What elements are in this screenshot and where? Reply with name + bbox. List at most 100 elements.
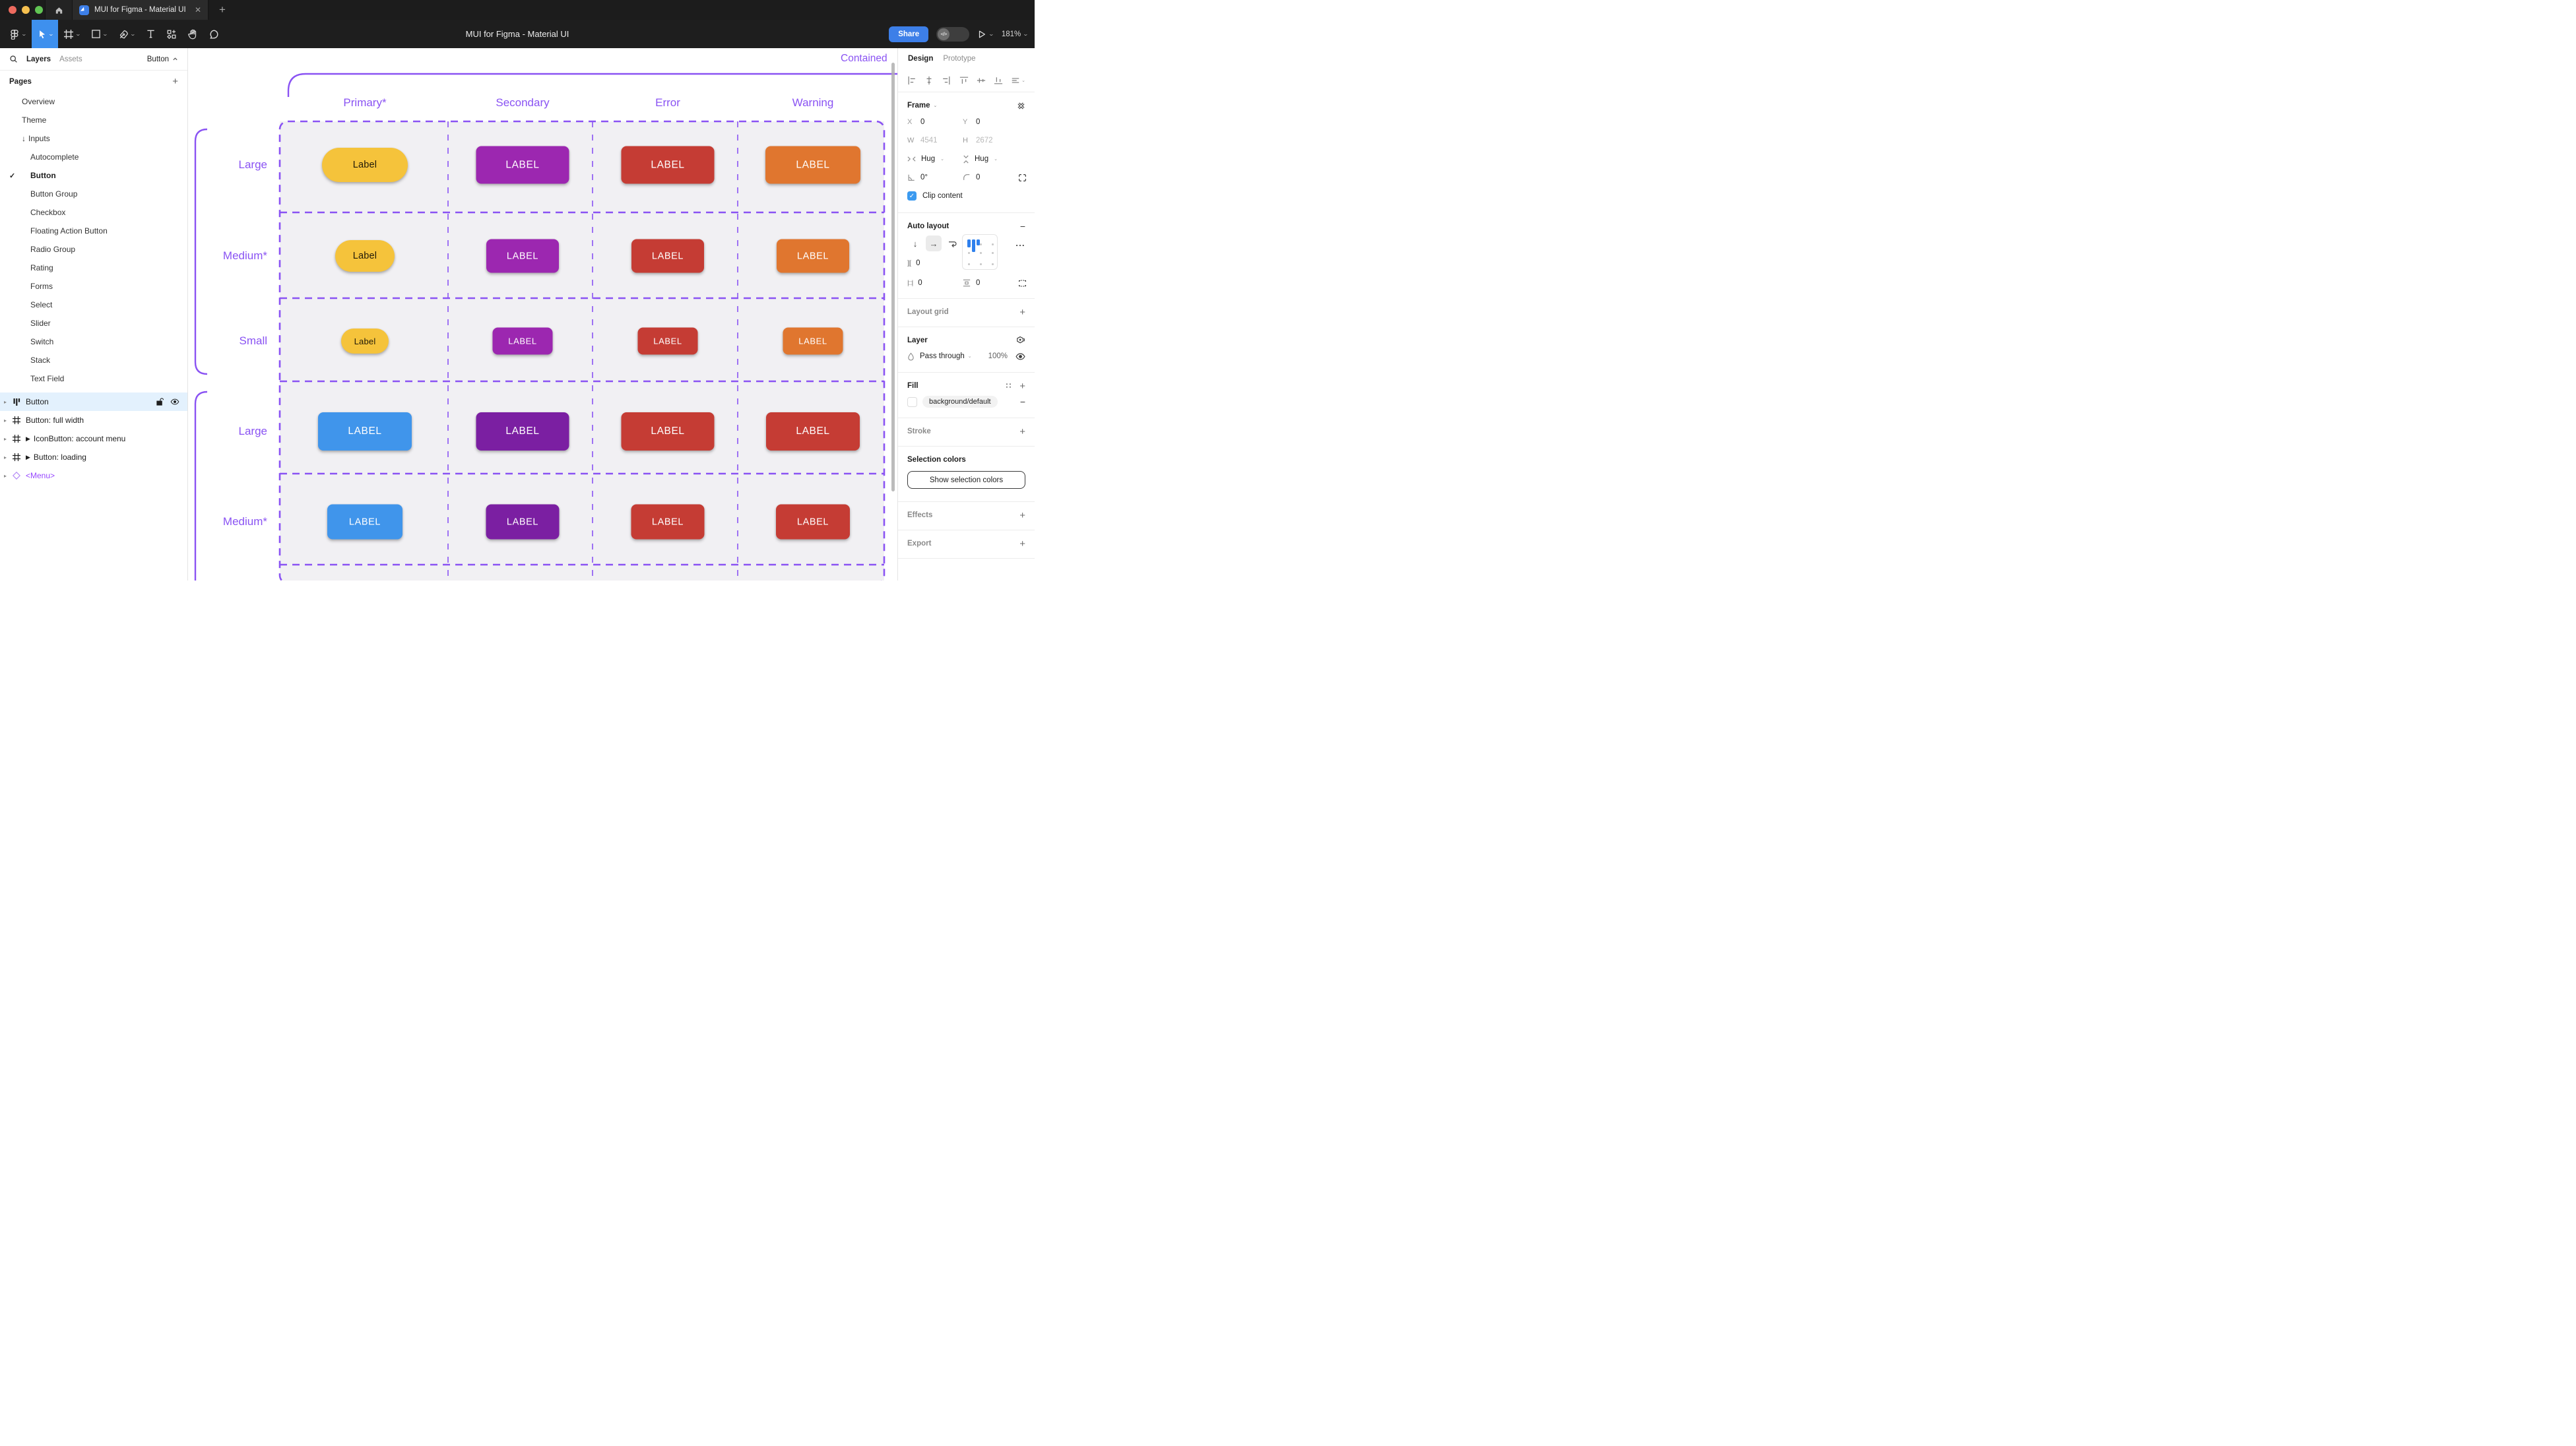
layer-row-button[interactable]: ▸ Button xyxy=(0,393,187,411)
layer-row-iconbutton-account-menu[interactable]: ▸ ▶ IconButton: account menu xyxy=(0,429,187,448)
vertical-sizing-dropdown[interactable]: Hug ⌄ xyxy=(963,155,1018,164)
horizontal-padding-field[interactable]: |□| 0 xyxy=(907,279,922,287)
sidebar-page-button[interactable]: ✓ Button xyxy=(0,166,187,185)
row-label-medium[interactable]: Medium* xyxy=(222,515,267,528)
move-tool-button[interactable]: ⌄ xyxy=(31,20,59,48)
opacity-field[interactable]: 100% xyxy=(988,352,1008,360)
layer-row-button-loading[interactable]: ▸ ▶ Button: loading xyxy=(0,448,187,466)
item-spacing-field[interactable]: ]|[ 0 xyxy=(907,259,920,267)
row-label-medium[interactable]: Medium* xyxy=(222,249,267,262)
clip-content-checkbox[interactable]: ✓ xyxy=(907,191,917,201)
comment-tool-button[interactable] xyxy=(203,20,224,48)
add-fill-button[interactable]: + xyxy=(1019,380,1025,392)
file-tab[interactable]: MUI for Figma - Material UI ✕ xyxy=(73,0,209,20)
eye-icon[interactable] xyxy=(170,398,179,405)
horizontal-sizing-dropdown[interactable]: Hug ⌄ xyxy=(907,155,963,163)
expand-chevron-icon[interactable]: ▸ xyxy=(4,472,7,479)
styles-icon[interactable] xyxy=(1016,336,1025,345)
canvas-button-row4-col1[interactable]: LABEL xyxy=(318,412,412,451)
page-badge[interactable]: Button xyxy=(147,55,178,63)
clip-content-row[interactable]: ✓ Clip content xyxy=(907,187,1025,205)
expand-chevron-icon[interactable]: ▸ xyxy=(4,454,7,460)
blend-mode-dropdown[interactable]: Pass through xyxy=(920,352,965,360)
sidebar-page-radio-group[interactable]: Radio Group xyxy=(0,240,187,259)
remove-fill-button[interactable]: − xyxy=(1019,396,1025,407)
rotation-field[interactable]: 0° xyxy=(907,173,963,181)
frame-tool-button[interactable]: ⌄ xyxy=(58,20,86,48)
height-field[interactable]: H 2672 xyxy=(963,137,993,144)
add-layout-grid-button[interactable]: + xyxy=(1019,306,1025,318)
sidebar-page-slider[interactable]: Slider xyxy=(0,314,187,332)
close-window-button[interactable] xyxy=(9,6,16,14)
layer-row-button-full-width[interactable]: ▸ Button: full width xyxy=(0,411,187,429)
search-icon[interactable] xyxy=(9,55,18,63)
canvas-button-row5-col1[interactable]: LABEL xyxy=(327,504,402,540)
layout-horizontal-button[interactable]: → xyxy=(926,236,942,251)
sidebar-page-overview[interactable]: Overview xyxy=(0,92,187,111)
independent-padding-icon[interactable] xyxy=(1018,279,1027,288)
x-position-field[interactable]: X 0 xyxy=(907,118,925,126)
expand-chevron-icon[interactable]: ▸ xyxy=(4,435,7,442)
canvas-button-row1-col4[interactable]: LABEL xyxy=(765,146,860,184)
canvas-button-row2-col1[interactable]: Label xyxy=(335,240,395,272)
canvas-button-row3-col4[interactable]: LABEL xyxy=(783,327,843,355)
align-right-icon[interactable] xyxy=(942,76,951,85)
expand-chevron-icon[interactable]: ▸ xyxy=(4,398,7,405)
share-button[interactable]: Share xyxy=(889,26,929,42)
maximize-window-button[interactable] xyxy=(35,6,43,14)
sidebar-page-button-group[interactable]: Button Group xyxy=(0,185,187,203)
main-menu-button[interactable]: ⌄ xyxy=(4,20,32,48)
canvas-button-row5-col2[interactable]: LABEL xyxy=(486,504,560,540)
text-tool-button[interactable] xyxy=(141,20,161,48)
width-field[interactable]: W 4541 xyxy=(907,137,938,144)
tab-assets[interactable]: Assets xyxy=(59,55,82,63)
sidebar-page-stack[interactable]: Stack xyxy=(0,351,187,369)
canvas-button-row2-col3[interactable]: LABEL xyxy=(631,239,704,273)
align-bottom-icon[interactable] xyxy=(994,76,1003,85)
present-button[interactable]: ⌄ xyxy=(977,30,994,39)
layout-vertical-button[interactable]: ↓ xyxy=(913,238,918,249)
canvas-scrollbar[interactable] xyxy=(891,63,895,491)
pen-tool-button[interactable]: ⌄ xyxy=(113,20,141,48)
eye-icon[interactable] xyxy=(1015,353,1025,360)
canvas-button-row2-col2[interactable]: LABEL xyxy=(486,239,559,273)
independent-corners-icon[interactable] xyxy=(1018,173,1027,182)
home-tab-button[interactable] xyxy=(45,0,73,20)
column-header-error[interactable]: Error xyxy=(655,96,680,109)
collapse-icon[interactable] xyxy=(1017,102,1025,110)
canvas-button-row1-col3[interactable]: LABEL xyxy=(621,146,715,184)
sidebar-page-switch[interactable]: Switch xyxy=(0,332,187,351)
canvas-button-row5-col4[interactable]: LABEL xyxy=(776,504,850,540)
align-left-icon[interactable] xyxy=(907,76,917,85)
sidebar-page-text-field[interactable]: Text Field xyxy=(0,369,187,388)
sidebar-page-autocomplete[interactable]: Autocomplete xyxy=(0,148,187,166)
sidebar-page-rating[interactable]: Rating xyxy=(0,259,187,277)
canvas-button-row1-col2[interactable]: LABEL xyxy=(476,146,569,184)
unlock-icon[interactable] xyxy=(156,398,164,406)
auto-layout-more-button[interactable]: ··· xyxy=(1015,242,1025,250)
row-label-large[interactable]: Large xyxy=(238,425,267,437)
add-stroke-button[interactable]: + xyxy=(1019,425,1025,437)
new-tab-button[interactable]: + xyxy=(219,3,226,16)
distribute-menu[interactable]: ⌄ xyxy=(1011,76,1025,85)
fill-token-chip[interactable]: background/default xyxy=(922,396,998,408)
align-horizontal-center-icon[interactable] xyxy=(924,76,934,85)
tab-layers[interactable]: Layers xyxy=(26,55,51,63)
zoom-menu[interactable]: 181% ⌄ xyxy=(1002,30,1029,38)
alignment-box[interactable] xyxy=(962,234,998,270)
corner-radius-field[interactable]: 0 xyxy=(963,173,1018,181)
row-label-large[interactable]: Large xyxy=(238,158,267,171)
hand-tool-button[interactable] xyxy=(182,20,203,48)
canvas[interactable]: Contained Primary* Secondary Error Warning L… xyxy=(188,48,897,581)
canvas-button-row4-col2[interactable]: LABEL xyxy=(476,412,569,451)
row-label-small[interactable]: Small xyxy=(239,334,267,347)
add-export-button[interactable]: + xyxy=(1019,538,1025,550)
expand-chevron-icon[interactable]: ▸ xyxy=(4,417,7,424)
minimize-window-button[interactable] xyxy=(22,6,30,14)
fill-color-swatch[interactable] xyxy=(907,396,917,407)
canvas-button-row4-col4[interactable]: LABEL xyxy=(766,412,860,451)
add-page-button[interactable]: + xyxy=(172,76,178,87)
shape-tool-button[interactable]: ⌄ xyxy=(86,20,113,48)
sidebar-page-inputs[interactable]: ↓ Inputs xyxy=(0,129,187,148)
align-top-icon[interactable] xyxy=(959,76,969,85)
